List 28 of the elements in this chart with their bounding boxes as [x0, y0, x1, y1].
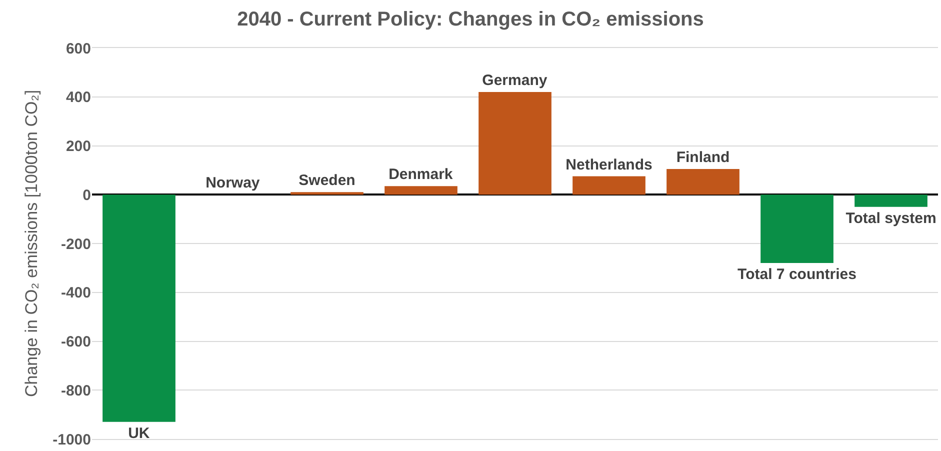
- bar: [666, 168, 740, 195]
- bar: [478, 92, 552, 195]
- bar: [290, 192, 364, 195]
- x-tick-label: Total 7 countries: [738, 266, 856, 284]
- bar: [760, 194, 834, 264]
- x-tick-label: Total system: [846, 210, 936, 227]
- y-tick-label: -1000: [52, 431, 91, 448]
- y-tick-label: 400: [66, 89, 91, 106]
- bar: [854, 194, 928, 207]
- x-tick-label: Sweden: [298, 172, 356, 190]
- bar: [384, 186, 458, 195]
- x-tick-label: Finland: [676, 148, 730, 166]
- x-tick-label: Germany: [482, 72, 548, 89]
- y-tick-label: 200: [66, 138, 91, 155]
- x-tick-label: Netherlands: [566, 156, 652, 174]
- x-tick-label: Norway: [206, 174, 260, 192]
- y-axis-title: Change in CO₂ emissions [1000ton CO₂]: [22, 90, 42, 398]
- y-tick-label: 600: [66, 40, 91, 58]
- y-tick-label: -400: [60, 284, 91, 302]
- chart-title: 2040 - Current Policy: Changes in CO₂ emissions: [237, 8, 704, 30]
- bar: [572, 176, 646, 195]
- x-tick-label: Denmark: [388, 166, 454, 184]
- y-tick-label: -600: [60, 334, 91, 350]
- bar: [102, 194, 176, 422]
- y-tick-label: 0: [82, 186, 91, 204]
- y-tick-label: -800: [60, 382, 91, 400]
- y-tick-label: -200: [60, 236, 91, 253]
- x-tick-label: UK: [128, 424, 150, 442]
